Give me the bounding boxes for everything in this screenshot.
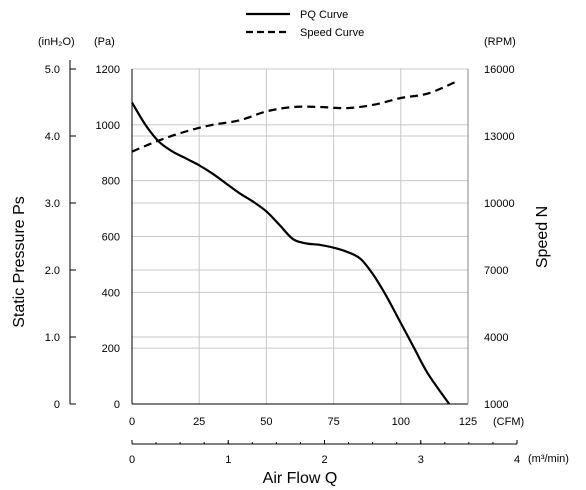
x-tick-m3min: 3: [418, 454, 424, 466]
unit-inh2o: (inH₂O): [38, 36, 75, 48]
x-tick-cfm: 25: [193, 416, 205, 428]
y-tick-pa: 800: [102, 176, 120, 188]
x-tick-cfm: 125: [459, 416, 477, 428]
y-tick-pa: 1200: [96, 64, 120, 76]
x-axis-title: Air Flow Q: [263, 470, 338, 487]
y-tick-rpm: 16000: [484, 64, 515, 76]
y-tick-inh2o: 0: [54, 399, 60, 411]
y-tick-rpm: 13000: [484, 131, 515, 143]
unit-cfm: (CFM): [493, 416, 524, 428]
x-tick-cfm: 75: [327, 416, 339, 428]
series-lines: [131, 81, 456, 405]
x-tick-cfm: 0: [129, 416, 135, 428]
y-tick-rpm: 7000: [484, 265, 508, 277]
x-tick-m3min: 4: [514, 454, 520, 466]
y-tick-inh2o: 4.0: [45, 131, 60, 143]
unit-m3min: (m³/min): [528, 453, 569, 465]
y-tick-pa: 600: [102, 232, 120, 244]
series-speed-curve: [131, 81, 456, 153]
y-tick-pa: 400: [102, 287, 120, 299]
y-tick-pa: 1000: [96, 120, 120, 132]
legend: PQ Curve Speed Curve: [246, 9, 364, 39]
y-tick-inh2o: 5.0: [45, 64, 60, 76]
tick-labels: 0 25 50 75 100 125020040060080010001200100040…: [45, 64, 520, 466]
grid: [132, 68, 469, 404]
series-pq-curve: [131, 101, 451, 405]
legend-label-speed: Speed Curve: [300, 27, 364, 39]
y-axis-title-left: Static Pressure Ps: [11, 196, 28, 328]
y-tick-rpm: 1000: [484, 399, 508, 411]
x-tick-m3min: 1: [225, 454, 231, 466]
y-tick-pa: 200: [102, 343, 120, 355]
x-tick-cfm: 50: [260, 416, 272, 428]
y-tick-pa: 0: [114, 399, 120, 411]
axes: [69, 60, 518, 445]
x-tick-m3min: 0: [129, 454, 135, 466]
x-tick-m3min: 2: [321, 454, 327, 466]
unit-pa: (Pa): [94, 36, 115, 48]
x-tick-cfm: 100: [392, 416, 410, 428]
y-tick-inh2o: 1.0: [45, 332, 60, 344]
y-axis-title-right: Speed N: [534, 206, 551, 268]
unit-rpm: (RPM): [484, 36, 516, 48]
y-tick-inh2o: 3.0: [45, 198, 60, 210]
y-tick-rpm: 4000: [484, 332, 508, 344]
legend-label-pq: PQ Curve: [300, 9, 348, 21]
y-tick-rpm: 10000: [484, 198, 515, 210]
y-tick-inh2o: 2.0: [45, 265, 60, 277]
